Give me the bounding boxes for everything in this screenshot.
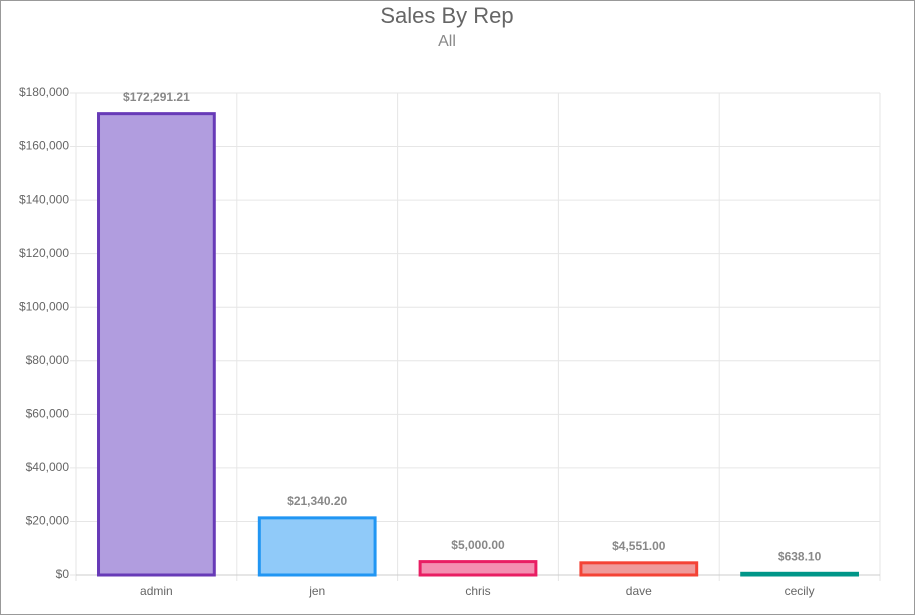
bar bbox=[418, 560, 538, 577]
y-tick-label: $140,000 bbox=[19, 192, 69, 206]
y-tick-label: $80,000 bbox=[26, 353, 70, 367]
chart-subtitle: All bbox=[438, 33, 456, 50]
chart-title: Sales By Rep bbox=[380, 3, 513, 28]
value-label: $5,000.00 bbox=[451, 538, 505, 552]
value-label: $4,551.00 bbox=[612, 539, 666, 553]
value-label: $21,340.20 bbox=[287, 494, 347, 508]
y-tick-label: $160,000 bbox=[19, 139, 69, 153]
bar bbox=[97, 112, 216, 577]
x-tick-label: admin bbox=[140, 584, 173, 598]
bar bbox=[579, 561, 699, 577]
y-tick-label: $100,000 bbox=[19, 299, 69, 313]
bar bbox=[740, 571, 859, 577]
x-tick-label: chris bbox=[465, 584, 490, 598]
y-tick-label: $20,000 bbox=[26, 514, 70, 528]
y-tick-label: $40,000 bbox=[26, 460, 70, 474]
y-tick-label: $180,000 bbox=[19, 85, 69, 99]
bar bbox=[257, 516, 377, 577]
x-tick-label: cecily bbox=[785, 584, 815, 598]
value-label: $172,291.21 bbox=[123, 90, 190, 104]
x-tick-label: dave bbox=[626, 584, 652, 598]
y-tick-label: $120,000 bbox=[19, 246, 69, 260]
x-tick-label: jen bbox=[308, 584, 325, 598]
y-tick-label: $0 bbox=[56, 567, 70, 581]
value-label: $638.10 bbox=[778, 549, 822, 563]
y-tick-label: $60,000 bbox=[26, 407, 70, 421]
